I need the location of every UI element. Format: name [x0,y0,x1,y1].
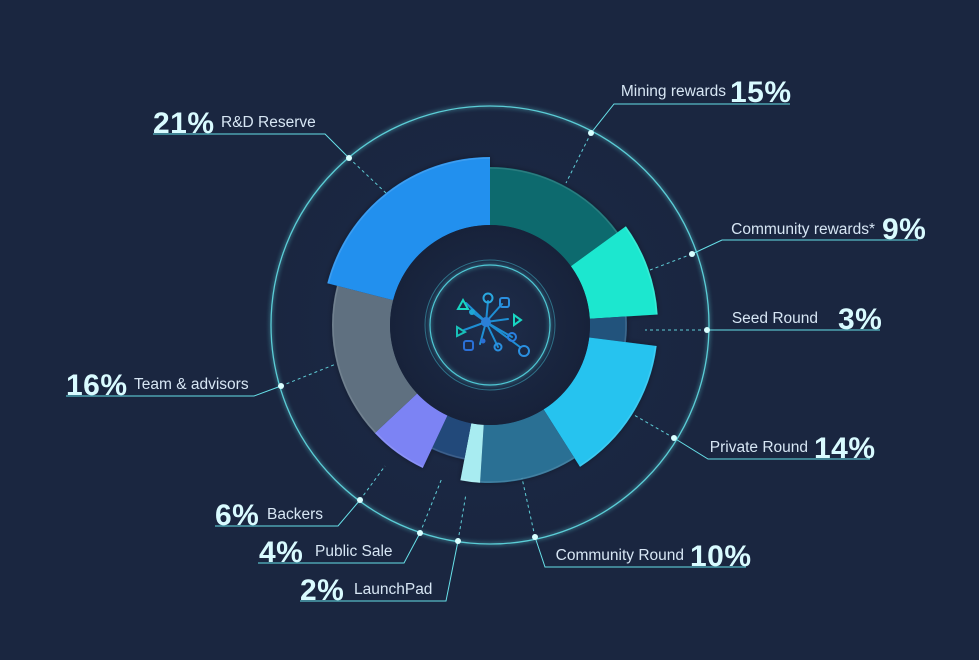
labels: Mining rewards 15% Community rewards* 9%… [66,76,926,607]
percent-backers: 6% [215,499,259,532]
leaders [66,103,918,602]
slice-seed-round [589,316,627,343]
network-node-logo-icon [456,292,530,357]
slice-highlight [460,478,481,483]
slice-r-d-reserve [327,157,490,301]
leader-dash-rd-reserve [348,157,387,194]
leader-line-launchpad [300,540,459,602]
slice-highlight [327,157,491,284]
leader-dash-community-round [521,477,536,538]
label-community-round: Community Round [556,547,684,564]
leader-dot-mining-rewards [588,130,594,136]
slice-community-rewards [570,226,658,319]
label-backers: Backers [267,506,323,523]
percent-seed-round: 3% [838,303,882,336]
leader-dot-community-rewards [689,251,695,257]
slice-highlight [332,285,377,433]
slice-highlight [431,447,465,460]
slice-highlight [375,431,424,468]
leader-dot-public-sale [417,530,423,536]
label-mining-rewards: Mining rewards [621,83,726,100]
leader-dash-launchpad [457,493,467,542]
slice-launchpad [460,423,484,483]
leader-dot-launchpad [455,538,461,544]
leader-dot-team-advisors [278,383,284,389]
leader-line-community-rewards [691,239,918,255]
slice-highlight [624,226,658,315]
slice-layer [327,157,658,484]
slice-highlight [624,316,627,343]
label-rd-reserve: R&D Reserve [221,114,316,131]
leader-dash-community-rewards [649,253,693,271]
label-team-advisors: Team & advisors [134,376,249,393]
leader-dot-rd-reserve [346,155,352,161]
leader-dot-community-round [532,534,538,540]
percent-team-advisors: 16% [66,369,128,402]
inner-ring [429,264,551,386]
leader-line-rd-reserve [153,133,350,159]
percent-private-round: 14% [814,432,876,465]
leader-line-backers [215,499,361,527]
leader-dot-seed-round [704,327,710,333]
leader-line-mining-rewards [590,103,790,134]
label-seed-round: Seed Round [732,310,818,327]
leader-dot-backers [357,497,363,503]
label-public-sale: Public Sale [315,543,393,560]
slice-public-sale [431,415,472,460]
leader-dash-public-sale [419,477,443,534]
leader-line-community-round [534,536,746,568]
leader-line-public-sale [258,532,421,564]
label-community-rewards: Community rewards* [731,221,875,238]
outer-ring [270,105,710,545]
slice-mining-rewards [490,167,618,267]
leader-line-private-round [673,437,870,460]
slice-highlight [579,345,657,467]
slice-private-round [543,337,657,467]
label-private-round: Private Round [710,439,808,456]
leader-dot-private-round [671,435,677,441]
inner-ring-outer [424,259,556,391]
leader-dash-team-advisors [280,363,337,387]
label-launchpad: LaunchPad [354,581,432,598]
percent-public-sale: 4% [259,536,303,569]
percent-community-round: 10% [690,540,752,573]
percent-launchpad: 2% [300,574,344,607]
slice-highlight [489,167,618,234]
percent-mining-rewards: 15% [730,76,792,109]
percent-community-rewards: 9% [882,213,926,246]
leader-dash-private-round [633,414,675,439]
percent-rd-reserve: 21% [153,107,215,140]
slice-team-advisors [332,285,418,434]
slice-highlight [480,456,575,483]
leader-line-team-advisors [66,385,282,397]
leader-dash-backers [359,465,386,501]
slice-community-round [480,409,575,484]
